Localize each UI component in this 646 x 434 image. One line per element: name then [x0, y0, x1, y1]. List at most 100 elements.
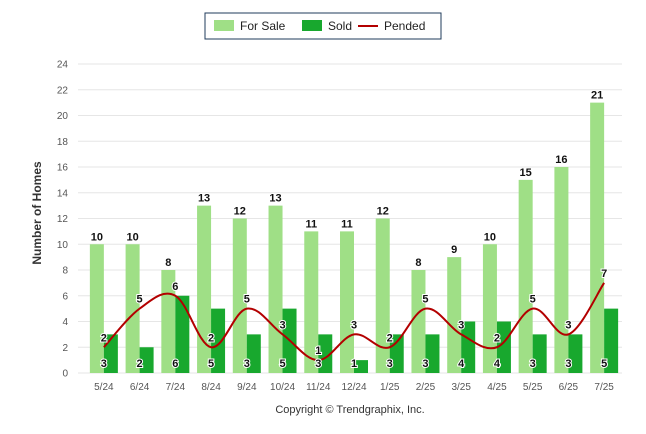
x-tick-label: 8/24 — [201, 382, 221, 393]
for-sale-value-label: 9 — [451, 244, 457, 256]
x-tick-label: 5/24 — [94, 382, 114, 393]
pended-value-label: 1 — [315, 345, 321, 357]
sold-value-label: 3 — [565, 358, 571, 370]
pended-value-label: 2 — [494, 332, 500, 344]
pended-value-label: 7 — [601, 268, 607, 280]
for-sale-value-label: 8 — [165, 257, 171, 269]
sold-value-label: 3 — [422, 358, 428, 370]
x-tick-label: 10/24 — [270, 382, 295, 393]
sold-value-label: 1 — [351, 358, 357, 370]
x-tick-label: 4/25 — [487, 382, 507, 393]
for-sale-bar — [125, 244, 140, 373]
x-tick-label: 12/24 — [341, 382, 366, 393]
sold-value-label: 3 — [244, 358, 250, 370]
for-sale-bar — [590, 102, 605, 373]
bars — [89, 102, 619, 373]
pended-line — [103, 282, 605, 362]
data-labels: 1031028613512313511311112383941041531632… — [90, 89, 608, 371]
for-sale-value-label: 8 — [415, 257, 421, 269]
sold-bar — [496, 321, 511, 373]
sold-bar — [175, 295, 190, 373]
y-tick-label: 2 — [62, 343, 68, 354]
sold-value-label: 3 — [101, 358, 107, 370]
y-tick-label: 8 — [62, 266, 68, 277]
y-tick-label: 4 — [62, 317, 68, 328]
sold-value-label: 2 — [137, 358, 143, 370]
sold-value-label: 4 — [458, 358, 465, 370]
sold-value-label: 6 — [172, 358, 178, 370]
for-sale-value-label: 21 — [591, 90, 603, 102]
sold-bar — [532, 334, 547, 373]
legend-swatch — [302, 20, 322, 31]
x-tick-label: 6/24 — [130, 382, 150, 393]
for-sale-bar — [197, 205, 212, 373]
for-sale-bar — [268, 205, 283, 373]
for-sale-value-label: 13 — [269, 193, 281, 205]
pended-value-label: 6 — [172, 281, 178, 293]
for-sale-bar — [89, 244, 104, 373]
for-sale-bar — [304, 231, 319, 373]
pended-value-label: 5 — [137, 294, 143, 306]
sold-value-label: 4 — [494, 358, 501, 370]
sold-value-label: 3 — [387, 358, 393, 370]
for-sale-value-label: 11 — [305, 218, 317, 230]
sold-bar — [246, 334, 261, 373]
x-tick-label: 2/25 — [416, 382, 436, 393]
y-tick-label: 20 — [57, 111, 69, 122]
pended-value-label: 5 — [422, 294, 428, 306]
pended-value-label: 2 — [208, 332, 214, 344]
for-sale-bar — [518, 179, 533, 373]
for-sale-bar — [447, 257, 462, 373]
y-tick-label: 16 — [57, 163, 69, 174]
legend-label: For Sale — [240, 19, 286, 33]
pended-value-label: 3 — [279, 319, 285, 331]
for-sale-value-label: 10 — [484, 231, 496, 243]
for-sale-bar — [161, 270, 176, 373]
sold-bar — [139, 347, 154, 373]
for-sale-bar — [411, 270, 426, 373]
pended-value-label: 3 — [351, 319, 357, 331]
for-sale-value-label: 13 — [198, 193, 210, 205]
for-sale-bar — [340, 231, 354, 373]
sold-bar — [318, 334, 333, 373]
y-tick-label: 24 — [57, 60, 69, 71]
sold-bar — [461, 321, 476, 373]
x-tick-label: 7/24 — [166, 382, 186, 393]
sold-bar — [354, 360, 368, 373]
pended-value-label: 3 — [458, 319, 464, 331]
legend-label: Pended — [384, 19, 425, 33]
for-sale-bar — [375, 218, 390, 373]
y-tick-label: 6 — [62, 291, 68, 302]
x-tick-label: 9/24 — [237, 382, 257, 393]
for-sale-value-label: 10 — [91, 231, 103, 243]
pended-value-label: 5 — [244, 294, 250, 306]
x-tick-label: 5/25 — [523, 382, 543, 393]
sold-bar — [604, 308, 619, 373]
for-sale-value-label: 16 — [555, 154, 567, 166]
y-tick-label: 0 — [62, 369, 68, 380]
y-tick-label: 18 — [57, 137, 69, 148]
y-tick-label: 10 — [57, 240, 69, 251]
legend-box — [204, 12, 442, 40]
pended-value-label: 2 — [387, 332, 393, 344]
y-tick-label: 14 — [57, 188, 69, 199]
x-tick-label: 6/25 — [559, 382, 579, 393]
legend-swatch — [214, 20, 234, 31]
sold-bar — [211, 308, 226, 373]
sold-value-label: 3 — [530, 358, 536, 370]
sold-bar — [568, 334, 583, 373]
y-tick-label: 22 — [57, 85, 69, 96]
sold-value-label: 5 — [279, 358, 285, 370]
pended-value-label: 2 — [101, 332, 107, 344]
pended-value-label: 3 — [565, 319, 571, 331]
x-tick-label: 11/24 — [306, 382, 331, 393]
pended-value-label: 5 — [530, 294, 536, 306]
for-sale-value-label: 11 — [341, 218, 353, 230]
for-sale-bar — [482, 244, 497, 373]
x-tick-label: 1/25 — [380, 382, 400, 393]
sold-bar — [425, 334, 440, 373]
for-sale-value-label: 10 — [126, 231, 138, 243]
y-tick-label: 12 — [57, 214, 69, 225]
for-sale-value-label: 12 — [377, 206, 389, 218]
